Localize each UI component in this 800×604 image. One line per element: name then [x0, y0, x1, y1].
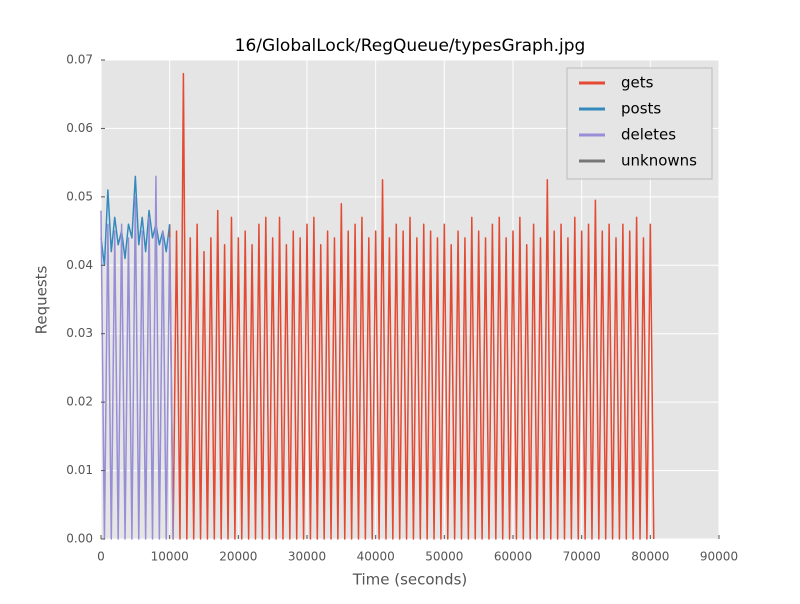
x-tick-label: 40000 — [357, 550, 395, 564]
y-tick-label: 0.04 — [66, 258, 93, 272]
y-axis-label: Requests — [33, 265, 51, 334]
x-tick-label: 60000 — [494, 550, 532, 564]
chart-title: 16/GlobalLock/RegQueue/typesGraph.jpg — [235, 36, 586, 56]
x-tick-label: 0 — [97, 550, 105, 564]
y-tick-label: 0.03 — [66, 326, 93, 340]
legend-label: gets — [621, 74, 654, 92]
y-tick-label: 0.02 — [66, 395, 93, 409]
y-tick-label: 0.00 — [66, 532, 93, 546]
y-tick-label: 0.07 — [66, 53, 93, 67]
x-axis-label: Time (seconds) — [352, 571, 468, 589]
series-line — [100, 175, 171, 267]
x-tick-label: 10000 — [151, 550, 189, 564]
y-tick-label: 0.05 — [66, 189, 93, 203]
x-tick-label: 30000 — [288, 550, 326, 564]
legend-label: unknowns — [621, 152, 697, 170]
legend-label: posts — [621, 100, 661, 118]
x-tick-label: 90000 — [700, 550, 738, 564]
y-tick-label: 0.06 — [66, 121, 93, 135]
x-tick-label: 80000 — [631, 550, 669, 564]
x-tick-label: 50000 — [425, 550, 463, 564]
series-line — [100, 175, 174, 540]
x-tick-label: 70000 — [563, 550, 601, 564]
x-tick-label: 20000 — [219, 550, 257, 564]
legend-label: deletes — [621, 126, 676, 144]
y-tick-label: 0.01 — [66, 463, 93, 477]
series-line — [168, 72, 655, 540]
